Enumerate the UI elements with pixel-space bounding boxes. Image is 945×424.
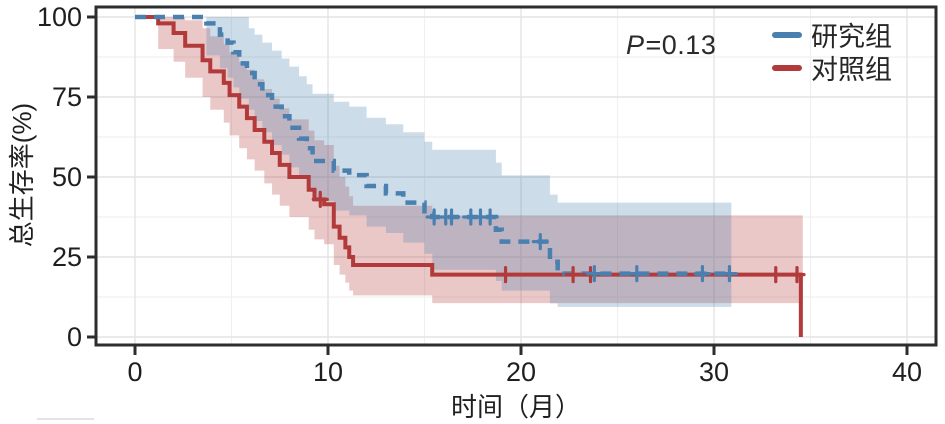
control-survival-curve	[135, 15, 803, 337]
x-tick-label: 30	[699, 357, 729, 387]
study-confidence-band	[206, 17, 732, 307]
legend-item-study: 研究组	[772, 18, 892, 52]
y-axis-title: 总生存率(%)	[7, 102, 37, 248]
x-tick-label: 40	[892, 357, 922, 387]
legend-label-control: 对照组	[811, 55, 892, 85]
x-axis-title: 时间（月）	[450, 392, 581, 422]
study-survival-curve	[135, 14, 732, 276]
y-tick-label: 25	[52, 242, 82, 272]
axis-tick-labels: 0 10 20 30 40 0 25 50 75 100	[37, 2, 922, 387]
legend-item-control: 对照组	[772, 51, 892, 85]
y-tick-label: 75	[52, 82, 82, 112]
axis-ticks	[87, 15, 909, 355]
p-value-annotation: P=0.13	[626, 30, 716, 61]
x-tick-label: 20	[506, 357, 536, 387]
y-tick-label: 100	[37, 2, 82, 32]
p-value-text: =0.13	[645, 30, 717, 60]
plot-frame	[94, 5, 938, 347]
crop-artifact-line	[37, 418, 94, 420]
x-tick-label: 10	[313, 357, 343, 387]
study-censor-marks	[425, 208, 739, 283]
y-tick-label: 0	[67, 322, 82, 352]
control-line-swatch	[772, 64, 802, 71]
study-line-swatch	[772, 31, 802, 38]
y-tick-label: 50	[52, 162, 82, 192]
control-confidence-band	[158, 17, 803, 304]
p-symbol: P	[626, 30, 645, 60]
legend-label-study: 研究组	[811, 22, 892, 52]
plot-area	[96, 7, 936, 345]
x-tick-label: 0	[127, 357, 142, 387]
legend: 研究组 对照组	[772, 18, 892, 85]
